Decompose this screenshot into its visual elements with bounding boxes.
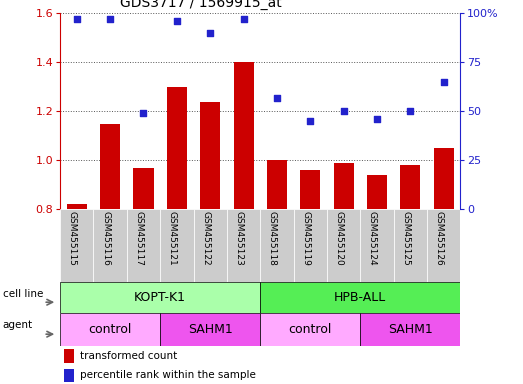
Bar — [260, 209, 293, 282]
Text: GDS3717 / 1569915_at: GDS3717 / 1569915_at — [120, 0, 282, 10]
Point — [73, 16, 81, 22]
Text: GSM455122: GSM455122 — [201, 212, 210, 266]
Text: percentile rank within the sample: percentile rank within the sample — [80, 370, 256, 380]
Bar — [427, 209, 460, 282]
Text: GSM455121: GSM455121 — [168, 212, 177, 266]
Bar — [94, 209, 127, 282]
Text: GSM455120: GSM455120 — [335, 212, 344, 266]
Bar — [67, 204, 87, 384]
Bar — [100, 124, 120, 384]
Text: SAHM1: SAHM1 — [188, 323, 233, 336]
Bar — [133, 168, 154, 384]
Text: GSM455123: GSM455123 — [234, 212, 244, 266]
Bar — [360, 313, 460, 346]
Text: transformed count: transformed count — [80, 351, 177, 361]
Point — [206, 30, 214, 36]
Bar — [334, 163, 354, 384]
Bar — [64, 369, 74, 382]
Bar — [64, 349, 74, 363]
Text: GSM455126: GSM455126 — [435, 212, 444, 266]
Bar — [127, 209, 160, 282]
Text: GSM455119: GSM455119 — [301, 212, 310, 266]
Bar — [293, 209, 327, 282]
Bar — [200, 101, 220, 384]
Point — [272, 94, 281, 101]
Text: GSM455115: GSM455115 — [68, 212, 77, 266]
Text: agent: agent — [3, 320, 33, 331]
Bar — [393, 209, 427, 282]
Bar — [434, 148, 453, 384]
Bar — [160, 313, 260, 346]
Bar — [160, 209, 194, 282]
Bar — [167, 87, 187, 384]
Text: GSM455125: GSM455125 — [401, 212, 410, 266]
Bar — [360, 209, 393, 282]
Text: GSM455116: GSM455116 — [101, 212, 110, 266]
Point — [439, 79, 448, 85]
Point — [339, 108, 348, 114]
Bar — [267, 161, 287, 384]
Text: GSM455124: GSM455124 — [368, 212, 377, 266]
Bar — [60, 282, 260, 313]
Bar — [260, 282, 460, 313]
Bar — [233, 62, 254, 384]
Point — [406, 108, 414, 114]
Point — [373, 116, 381, 122]
Bar — [300, 170, 320, 384]
Bar — [60, 209, 94, 282]
Point — [139, 110, 147, 116]
Text: HPB-ALL: HPB-ALL — [334, 291, 386, 304]
Bar — [367, 175, 387, 384]
Text: control: control — [289, 323, 332, 336]
Text: GSM455118: GSM455118 — [268, 212, 277, 266]
Point — [106, 16, 115, 22]
Bar — [327, 209, 360, 282]
Bar — [227, 209, 260, 282]
Bar — [194, 209, 227, 282]
Text: GSM455117: GSM455117 — [134, 212, 143, 266]
Text: control: control — [88, 323, 132, 336]
Point — [306, 118, 314, 124]
Text: SAHM1: SAHM1 — [388, 323, 433, 336]
Bar — [60, 313, 160, 346]
Text: cell line: cell line — [3, 289, 43, 299]
Point — [240, 16, 248, 22]
Bar — [400, 165, 420, 384]
Text: KOPT-K1: KOPT-K1 — [134, 291, 186, 304]
Point — [173, 18, 181, 24]
Bar — [260, 313, 360, 346]
